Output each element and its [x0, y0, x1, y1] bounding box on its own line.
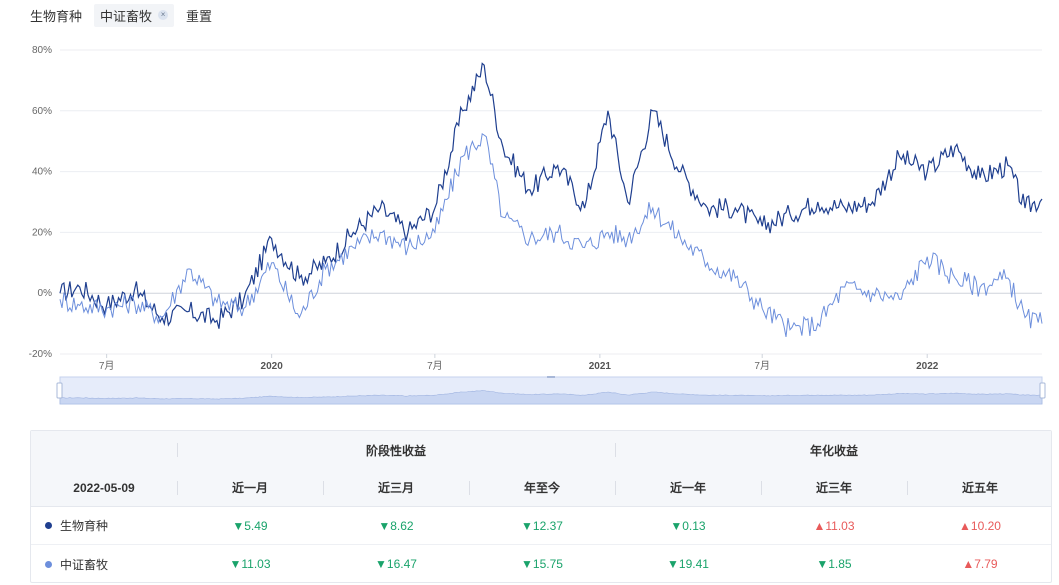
y-axis: 80% 60% 40% 20% 0% -20%: [29, 45, 52, 360]
row-name: 生物育种: [60, 519, 109, 533]
divider: [177, 481, 178, 495]
return-value: ▼11.03: [229, 557, 271, 571]
column-header: 近一年: [669, 481, 706, 495]
y-tick-label: 80%: [32, 45, 52, 56]
x-tick-label: 2022: [916, 361, 939, 372]
column-header: 近一月: [231, 481, 268, 495]
zoom-grip[interactable]: [547, 376, 555, 378]
returns-table: 阶段性收益 年化收益 2022-05-09 近一月 近三月 年至今 近一年 近三…: [30, 430, 1052, 583]
group-header-periodic: 阶段性收益: [365, 443, 426, 458]
zoom-handle-left[interactable]: [56, 382, 63, 399]
divider: [323, 481, 324, 495]
table-group-header: 阶段性收益 年化收益: [31, 431, 1051, 469]
table-row: 中证畜牧 ▼11.03 ▼16.47 ▼15.75 ▼19.41 ▼1.85 ▲…: [31, 545, 1051, 583]
divider: [615, 443, 616, 457]
chart-grid: [60, 49, 1042, 355]
filter-tag-label: 生物育种: [30, 8, 83, 24]
filter-bar: 生物育种 中证畜牧 × 重置: [30, 3, 213, 27]
table-date: 2022-05-09: [73, 480, 135, 495]
x-tick-label: 7月: [99, 360, 115, 372]
line-chart[interactable]: 80% 60% 40% 20% 0% -20% 7月 2020 7月 2021 7月 2022: [0, 30, 1059, 420]
y-tick-label: -20%: [29, 349, 52, 360]
series-line: [59, 62, 1043, 329]
row-name: 中证畜牧: [60, 557, 109, 572]
group-header-annualized: 年化收益: [809, 443, 858, 458]
row-label: 中证畜牧: [45, 556, 108, 573]
divider: [177, 443, 178, 457]
column-header: 年至今: [523, 481, 560, 495]
close-icon[interactable]: ×: [158, 10, 169, 20]
return-value: ▼8.62: [378, 518, 414, 533]
return-value: ▼1.85: [816, 557, 852, 571]
series-dot-icon: [45, 560, 52, 568]
y-tick-label: 0%: [38, 288, 53, 299]
x-tick-label: 2021: [589, 361, 612, 372]
series-dot-icon: [45, 522, 52, 529]
series-lines: [59, 62, 1043, 337]
data-zoom-slider[interactable]: [56, 376, 1046, 405]
row-label: 生物育种: [45, 517, 108, 534]
x-tick-label: 7月: [754, 360, 770, 372]
return-value: ▲11.03: [813, 518, 855, 533]
series-line: [59, 132, 1043, 337]
x-tick-label: 7月: [427, 360, 443, 372]
filter-tag-label: 中证畜牧: [100, 8, 153, 24]
divider: [761, 481, 762, 495]
return-value: ▼19.41: [667, 557, 709, 571]
table-row: 生物育种 ▼5.49 ▼8.62 ▼12.37 ▼0.13 ▲11.03 ▲10…: [31, 507, 1051, 545]
return-value: ▼12.37: [521, 518, 563, 533]
y-tick-label: 20%: [32, 227, 52, 238]
divider: [907, 481, 908, 495]
return-value: ▲10.20: [959, 518, 1001, 533]
zoom-handle-right[interactable]: [1039, 382, 1046, 399]
return-value: ▼5.49: [232, 518, 268, 533]
return-value: ▼15.75: [521, 557, 563, 571]
reset-button[interactable]: 重置: [186, 8, 213, 24]
return-value: ▼0.13: [670, 518, 706, 533]
filter-tag-biobreeding[interactable]: 生物育种: [30, 4, 82, 27]
x-axis: 7月 2020 7月 2021 7月 2022: [99, 354, 939, 372]
divider: [615, 481, 616, 495]
y-tick-label: 60%: [32, 106, 52, 117]
x-tick-label: 2020: [261, 361, 284, 372]
zoom-preview: [59, 390, 1043, 405]
y-tick-label: 40%: [32, 167, 52, 178]
divider: [469, 481, 470, 495]
column-header: 近五年: [961, 481, 998, 495]
column-header: 近三月: [377, 481, 414, 495]
return-value: ▲7.79: [962, 557, 998, 571]
return-value: ▼16.47: [375, 557, 417, 571]
column-header: 近三年: [815, 481, 852, 495]
filter-tag-livestock[interactable]: 中证畜牧 ×: [94, 3, 175, 27]
table-column-header: 2022-05-09 近一月 近三月 年至今 近一年 近三年 近五年: [31, 469, 1051, 507]
